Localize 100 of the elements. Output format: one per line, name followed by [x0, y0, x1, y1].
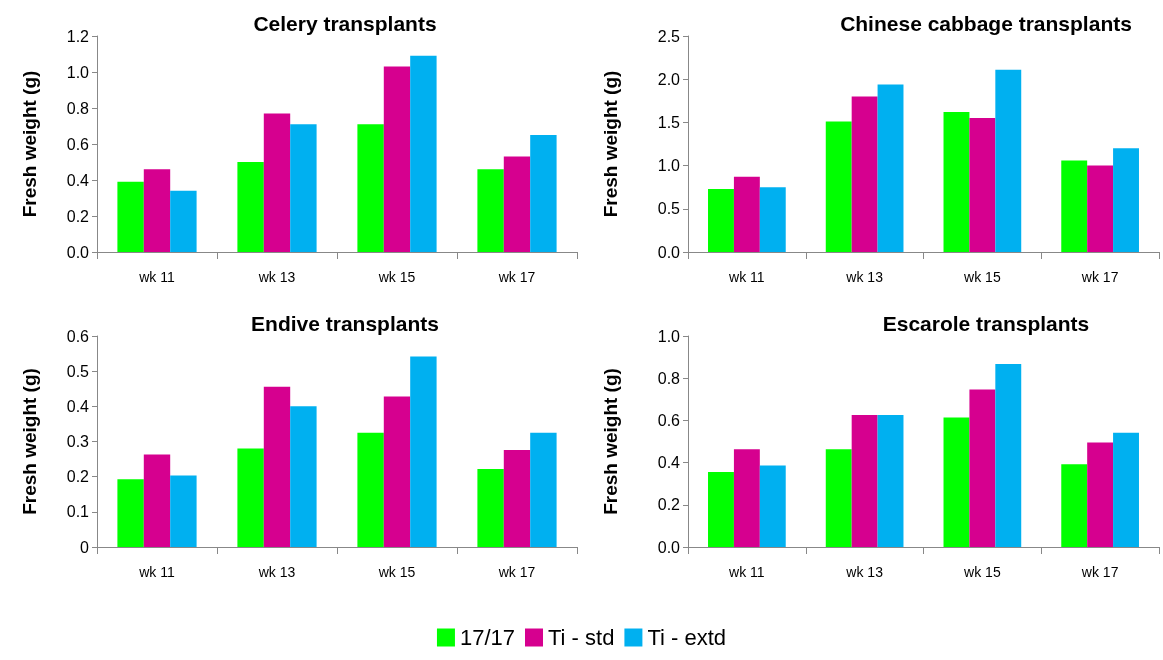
bar [759, 187, 786, 252]
y-tick-label: 0.4 [66, 397, 90, 415]
bar [851, 414, 878, 547]
x-tick-label: wk 11 [728, 269, 765, 285]
y-tick-label: 2.5 [657, 27, 681, 45]
y-tick-label: 0.6 [66, 135, 90, 153]
bar [733, 176, 760, 252]
y-axis-title: Fresh weight (g) [19, 70, 40, 218]
y-tick-label: 2.0 [657, 70, 681, 88]
bar [290, 406, 317, 547]
bar [237, 448, 264, 547]
bar [143, 454, 171, 547]
x-tick-label: wk 17 [497, 564, 536, 580]
bar [170, 475, 197, 547]
x-tick-label: wk 15 [377, 269, 416, 285]
bar [383, 66, 411, 252]
x-tick-label: wk 11 [138, 269, 175, 285]
bar [708, 472, 734, 547]
chart-title: Escarole transplants [882, 312, 1090, 335]
bar [530, 135, 557, 252]
y-tick-label: 0.4 [66, 171, 90, 189]
x-tick-label: wk 11 [728, 564, 765, 580]
bar [943, 417, 970, 547]
y-tick-label: 1.0 [66, 63, 90, 81]
bar [995, 364, 1022, 547]
chart-title: Chinese cabbage transplants [840, 12, 1132, 35]
y-tick-label: 0.8 [66, 99, 90, 117]
bar [117, 479, 144, 547]
bar [851, 96, 878, 252]
bar [995, 69, 1022, 252]
bar [1113, 432, 1139, 547]
bar [733, 449, 760, 547]
y-tick-label: 0.0 [657, 538, 681, 556]
y-tick-label: 0.5 [66, 362, 90, 380]
y-tick-label: 0.2 [66, 468, 90, 486]
bar [1061, 160, 1088, 252]
x-tick-label: wk 15 [377, 564, 416, 580]
bar [969, 118, 996, 252]
y-tick-label: 0.4 [657, 454, 681, 472]
bar [877, 414, 904, 547]
bar [825, 121, 852, 252]
x-tick-label: wk 13 [845, 564, 884, 580]
y-tick-label: 1.0 [657, 327, 681, 345]
bar [877, 84, 904, 252]
bar [410, 55, 437, 252]
y-tick-label: 0.2 [657, 496, 681, 514]
bar [825, 449, 852, 547]
bar [1113, 148, 1139, 252]
y-tick-label: 0.6 [657, 411, 681, 429]
y-tick-label: 0.8 [657, 369, 681, 387]
bar [357, 124, 384, 252]
x-tick-label: wk 17 [1080, 269, 1119, 285]
y-tick-label: 0.2 [66, 207, 90, 225]
bar [477, 468, 504, 547]
bar [1087, 442, 1114, 547]
bar [383, 396, 411, 547]
bar [117, 181, 144, 252]
y-axis-title: Fresh weight (g) [600, 368, 621, 515]
y-tick-label: 0 [80, 538, 90, 556]
y-tick-label: 1.2 [66, 27, 90, 45]
y-axis-title: Fresh weight (g) [19, 368, 40, 515]
bar [503, 449, 531, 547]
bar [263, 386, 291, 547]
y-tick-label: 0.5 [657, 200, 681, 218]
chart-title: Endive transplants [251, 312, 439, 335]
bar [263, 113, 291, 252]
x-tick-label: wk 13 [257, 564, 296, 580]
legend-label: Ti - extd [647, 625, 727, 650]
bar [708, 188, 734, 252]
y-tick-label: 0.0 [66, 243, 90, 261]
y-axis-title: Fresh weight (g) [600, 70, 621, 218]
x-tick-label: wk 13 [257, 269, 296, 285]
x-tick-label: wk 17 [497, 269, 536, 285]
bar [530, 432, 557, 547]
bar [503, 156, 531, 252]
bar [143, 169, 171, 252]
y-tick-label: 1.5 [657, 113, 681, 131]
bar [357, 432, 384, 547]
bar [969, 389, 996, 547]
bar [410, 356, 437, 547]
bar [759, 465, 786, 547]
chart-title: Celery transplants [253, 12, 437, 35]
x-tick-label: wk 17 [1080, 564, 1119, 580]
bar [1061, 464, 1088, 547]
y-tick-label: 0.6 [66, 327, 90, 345]
bar [1087, 165, 1114, 252]
bar [290, 124, 317, 252]
y-tick-label: 0.3 [66, 433, 90, 450]
bar [943, 112, 970, 252]
legend-label: Ti - std [548, 625, 615, 650]
x-tick-label: wk 13 [845, 269, 884, 285]
x-tick-label: wk 11 [138, 564, 175, 580]
y-tick-label: 1.0 [657, 157, 681, 175]
legend-label: 17/17 [459, 625, 516, 650]
bar [477, 169, 504, 252]
y-tick-label: 0.0 [657, 243, 681, 261]
y-tick-label: 0.1 [66, 503, 90, 521]
x-tick-label: wk 15 [963, 564, 1001, 580]
bar [237, 162, 264, 252]
bar [170, 190, 197, 252]
